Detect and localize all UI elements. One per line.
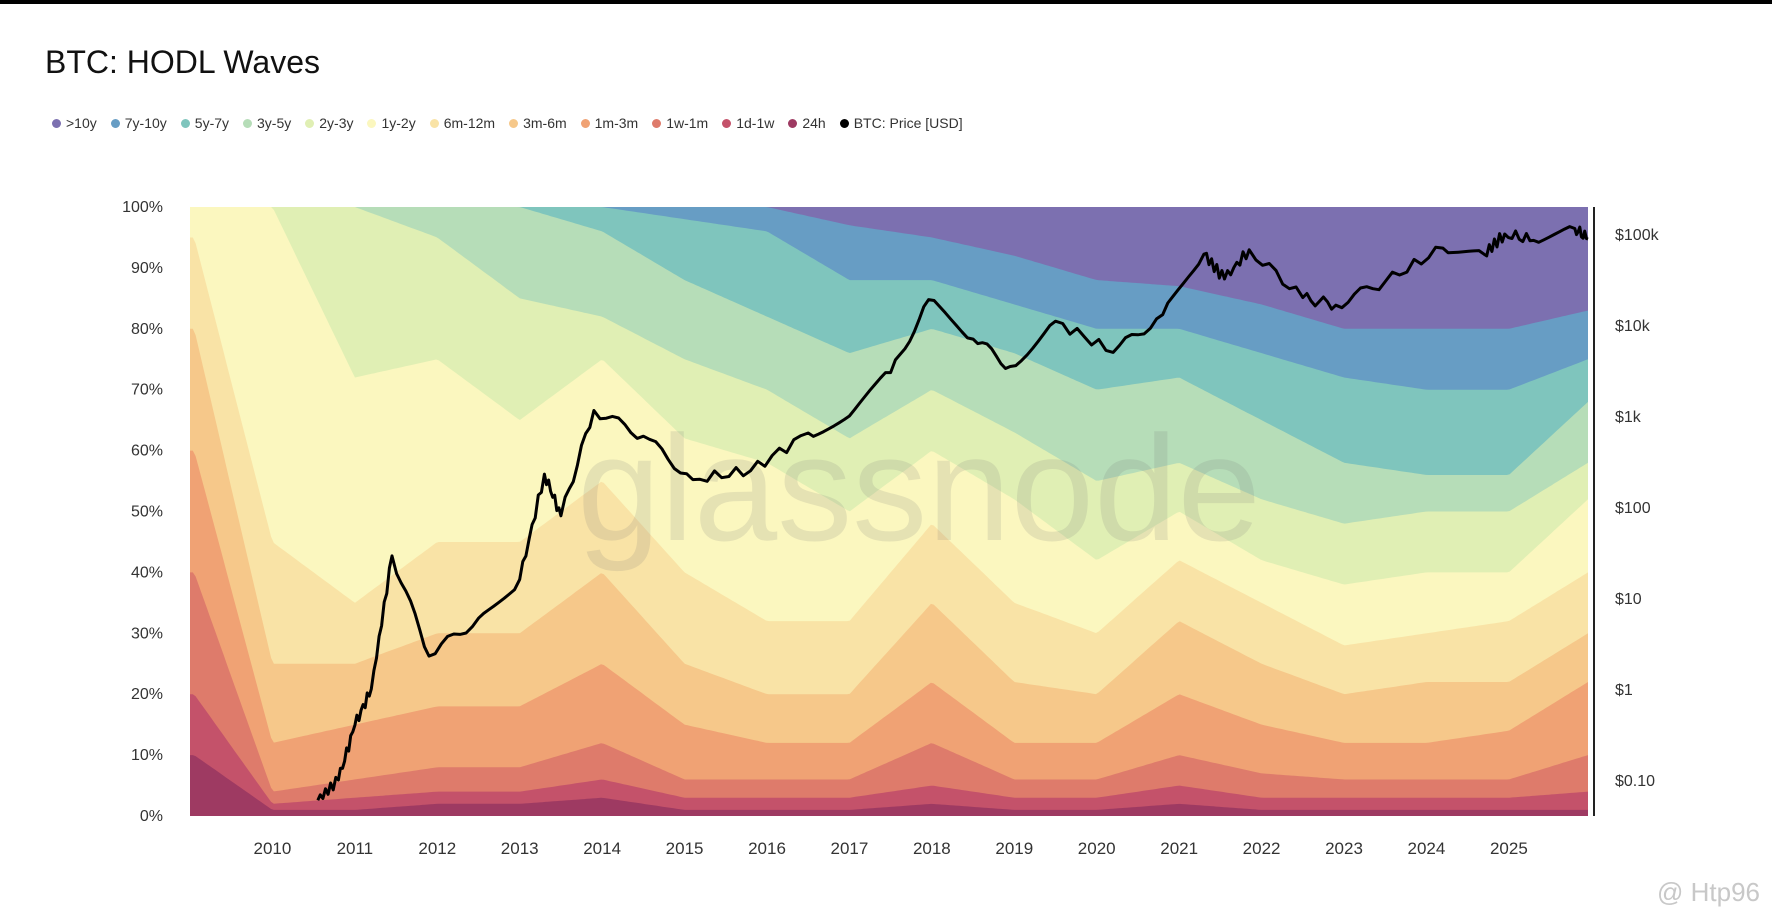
btc-price-line	[316, 225, 1589, 801]
legend-item[interactable]: 1d-1w	[722, 115, 774, 131]
chart-title: BTC: HODL Waves	[45, 44, 320, 80]
x-tick-label: 2016	[748, 839, 786, 858]
legend-item[interactable]: 6m-12m	[429, 115, 496, 131]
legend-label: 3m-6m	[523, 115, 567, 131]
x-tick-label: 2013	[501, 839, 539, 858]
legend-dot	[52, 118, 61, 128]
y-tick-label: 40%	[131, 564, 163, 581]
y-tick-label: 90%	[131, 260, 163, 277]
y-tick-label: 30%	[131, 625, 163, 642]
price-tick-label: $10k	[1615, 318, 1651, 335]
x-tick-label: 2022	[1243, 839, 1281, 858]
legend-dot	[580, 118, 590, 128]
price-tick-label: $100k	[1615, 227, 1660, 244]
legend-label: 1d-1w	[736, 115, 775, 131]
x-tick-label: 2012	[418, 839, 456, 858]
legend-label: 1w-1m	[666, 115, 709, 131]
price-tick-label: $10	[1615, 591, 1642, 608]
y-tick-label: 70%	[131, 382, 163, 399]
legend-dot	[110, 118, 120, 128]
legend-item[interactable]: 1w-1m	[652, 115, 708, 131]
top-bar	[0, 0, 1772, 4]
x-tick-label: 2015	[666, 839, 704, 858]
legend-label: 24h	[802, 115, 826, 131]
legend-dot	[722, 118, 732, 128]
credit-watermark: @ Htp96	[1657, 877, 1760, 907]
legend-label: 7y-10y	[124, 115, 167, 131]
price-tick-label: $100	[1615, 500, 1651, 517]
price-tick-label: $1	[1615, 682, 1633, 699]
y-tick-label: 60%	[131, 443, 163, 460]
legend-dot	[509, 118, 519, 128]
x-tick-label: 2021	[1160, 839, 1198, 858]
legend-label: 1m-3m	[594, 115, 639, 131]
legend-label: BTC: Price [USD]	[853, 115, 963, 131]
legend-item[interactable]: 24h	[788, 115, 826, 131]
band-1d-1w	[190, 694, 1588, 816]
x-tick-label: 2019	[995, 839, 1033, 858]
legend-dot	[243, 118, 253, 128]
x-tick-label: 2014	[583, 839, 621, 858]
legend-label: >10y	[66, 115, 97, 131]
legend-item[interactable]: 7y-10y	[110, 115, 167, 131]
legend-label: 6m-12m	[443, 115, 496, 131]
legend-label: 1y-2y	[381, 115, 416, 131]
x-tick-label: 2025	[1490, 839, 1528, 858]
y-tick-label: 80%	[131, 321, 163, 338]
legend: >10y 7y-10y 5y-7y 3y-5y 2y-3y 1y-2y 6m-12m 3m-6…	[52, 115, 963, 131]
glassnode-watermark: glassnode	[577, 404, 1261, 572]
legend-item[interactable]: 3y-5y	[243, 115, 291, 131]
x-tick-label: 2024	[1408, 839, 1446, 858]
legend-dot	[652, 118, 662, 128]
y-tick-label: 100%	[122, 199, 163, 216]
y-tick-label: 10%	[131, 747, 163, 764]
legend-dot	[839, 118, 849, 128]
x-tick-label: 2018	[913, 839, 951, 858]
legend-dot	[305, 118, 315, 128]
legend-dot	[180, 118, 190, 128]
legend-item[interactable]: 1y-2y	[367, 115, 416, 131]
price-tick-label: $1k	[1615, 409, 1642, 426]
band-24h	[190, 755, 1588, 816]
legend-label: 2y-3y	[319, 115, 354, 131]
legend-item[interactable]: 3m-6m	[509, 115, 567, 131]
price-tick-label: $0.10	[1615, 773, 1655, 790]
legend-item[interactable]: >10y	[52, 115, 97, 131]
x-tick-label: 2020	[1078, 839, 1116, 858]
legend-item[interactable]: 2y-3y	[305, 115, 353, 131]
legend-dot	[788, 118, 798, 128]
legend-item[interactable]: 5y-7y	[180, 115, 230, 131]
legend-label: 3y-5y	[257, 115, 292, 131]
legend-dot	[429, 118, 439, 128]
y-tick-label: 0%	[140, 808, 163, 825]
y-tick-label: 20%	[131, 686, 163, 703]
band-3m-6m	[190, 328, 1588, 816]
band-1m-3m	[190, 450, 1588, 816]
legend-label: 5y-7y	[194, 115, 230, 131]
legend-item[interactable]: 1m-3m	[580, 115, 639, 131]
legend-item[interactable]: BTC: Price [USD]	[839, 115, 963, 131]
x-tick-label: 2011	[337, 839, 374, 858]
x-tick-label: 2010	[254, 839, 292, 858]
x-tick-label: 2023	[1325, 839, 1363, 858]
legend-dot	[367, 118, 377, 128]
x-tick-label: 2017	[831, 839, 869, 858]
y-tick-label: 50%	[131, 504, 163, 521]
